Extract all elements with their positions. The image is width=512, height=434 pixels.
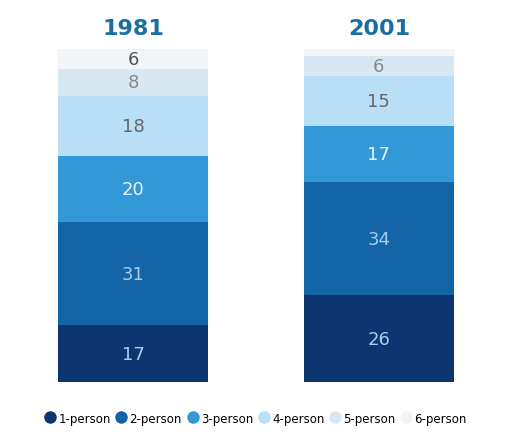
Bar xyxy=(58,70,208,96)
Text: 18: 18 xyxy=(122,117,144,135)
Bar xyxy=(304,126,454,183)
Text: 20: 20 xyxy=(122,181,144,198)
Bar xyxy=(304,57,454,76)
Bar xyxy=(58,50,208,70)
Text: 6: 6 xyxy=(127,51,139,69)
Legend: 1-person, 2-person, 3-person, 4-person, 5-person, 6-person: 1-person, 2-person, 3-person, 4-person, … xyxy=(42,408,470,428)
Text: 34: 34 xyxy=(368,230,390,248)
Text: 31: 31 xyxy=(122,265,144,283)
Bar xyxy=(304,296,454,382)
Bar xyxy=(58,156,208,223)
Text: 6: 6 xyxy=(373,58,385,76)
Title: 2001: 2001 xyxy=(348,19,410,39)
Title: 1981: 1981 xyxy=(102,19,164,39)
Bar xyxy=(58,223,208,326)
Bar xyxy=(58,326,208,382)
Bar xyxy=(304,183,454,296)
Text: 8: 8 xyxy=(127,74,139,92)
Text: 26: 26 xyxy=(368,330,390,348)
Text: 17: 17 xyxy=(368,145,390,164)
Bar xyxy=(304,76,454,126)
Text: 17: 17 xyxy=(122,345,144,363)
Text: 15: 15 xyxy=(368,92,390,111)
Bar xyxy=(304,50,454,57)
Bar xyxy=(58,96,208,156)
